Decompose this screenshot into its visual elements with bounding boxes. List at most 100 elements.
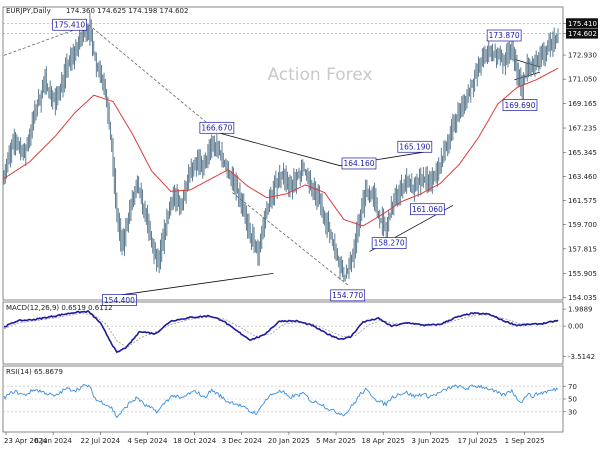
annotation-box [502, 99, 538, 111]
macd-signal-line [3, 312, 559, 349]
macd-y-tick-label: 1.9889 [568, 306, 593, 314]
price-y-tick-label: 171.050 [568, 76, 597, 84]
price-y-tick: 169.165 [563, 100, 597, 108]
price-annotation-8: 173.870 [486, 29, 522, 42]
annotation-label: 154.400 [104, 296, 135, 305]
annotation-label: 161.060 [412, 205, 443, 214]
annotation-label: 175.410 [54, 20, 85, 29]
price-y-tick: 167.235 [563, 125, 597, 133]
tag-bg [566, 311, 598, 320]
annotation-box [397, 140, 433, 153]
annotation-label: 173.870 [489, 31, 520, 40]
trendline-1 [216, 131, 341, 167]
price-y-tick-label: 163.460 [568, 173, 597, 181]
price-y-tick: 163.460 [563, 173, 597, 181]
macd-y-tick: 0.00 [563, 323, 584, 331]
x-tick-label: 1 Sep 2025 [505, 437, 545, 445]
x-tick-label: 22 Jul 2024 [80, 437, 120, 445]
price-grid [3, 22, 563, 34]
price-y-tick-label: 172.930 [568, 52, 597, 60]
x-tick-label: 23 Apr 2024 [4, 437, 48, 445]
x-tick: 18 Apr 2025 [362, 432, 405, 445]
annotation-label: 166.670 [201, 123, 232, 132]
macd-main-line [4, 310, 559, 354]
annotation-box [52, 18, 87, 31]
price-annotation-4: 154.770 [330, 289, 366, 302]
price-y-tick-label: 155.905 [568, 270, 597, 278]
x-tick-label: 3 Dec 2024 [222, 437, 263, 445]
rsi-label: RSI(14) 65.8679 [6, 368, 63, 376]
x-tick-label: 3 Jun 2025 [412, 437, 450, 445]
x-tick: 17 Jul 2025 [458, 432, 498, 445]
rsi-y-tick: 30 [563, 408, 577, 416]
price-annotation-5: 158.270 [371, 237, 407, 249]
price-tag-bg [566, 18, 598, 29]
price-annotations: 175.410 154.400 166.670 164.160 154.770 158.2… [52, 18, 538, 306]
rsi-y-tick: 70 [563, 383, 577, 391]
price-y-tick-label: 167.235 [568, 125, 597, 133]
macd-label: MACD(12,26,9) 0.6519 0.6112 [6, 304, 113, 312]
price-y-tick: 154.035 [563, 294, 597, 302]
annotation-box [330, 289, 366, 302]
price-y-tick-label: 175.410 [568, 20, 597, 28]
x-tick-label: 18 Oct 2024 [173, 437, 217, 445]
trendline-4 [88, 24, 218, 132]
price-y-tick: 161.575 [563, 197, 597, 205]
price-bars [3, 12, 559, 282]
rsi-grid [3, 385, 563, 413]
price-annotation-2: 166.670 [199, 121, 235, 134]
x-tick-label: 17 Jul 2025 [458, 437, 498, 445]
moving-average-line [3, 67, 559, 227]
price-y-tick-label: 174.602 [568, 30, 597, 38]
annotation-label: 169.690 [504, 101, 535, 110]
annotation-box [341, 157, 377, 170]
x-tick: 6 Jun 2024 [34, 432, 73, 445]
macd-y-tick-label: -3.5142 [568, 353, 595, 361]
rsi-y-tick-label: 50 [568, 396, 577, 404]
annotation-label: 165.190 [399, 142, 430, 151]
annotation-box [410, 203, 445, 216]
price-annotation-3: 164.160 [341, 157, 377, 170]
x-tick-label: 6 Jun 2024 [34, 437, 72, 445]
price-y-tick: 175.410 [563, 18, 598, 29]
rsi-line [3, 383, 559, 419]
x-tick: 18 Oct 2024 [173, 432, 217, 445]
annotation-box [486, 29, 522, 42]
rsi-y-tick-label: 70 [568, 383, 577, 391]
rsi-y-tick: 50 [563, 396, 577, 404]
macd-current-tag [566, 311, 598, 320]
price-y-tick: 174.602 [563, 28, 598, 39]
trendline-0 [119, 272, 274, 296]
x-tick: 3 Dec 2024 [222, 432, 263, 445]
price-y-tick-label: 169.165 [568, 100, 597, 108]
price-tag-bg [566, 28, 598, 39]
chart-header-symbol: EURJPY,Daily [6, 7, 51, 15]
annotation-box [371, 237, 407, 249]
macd-panel: 1.9889 0.00 -3.5142 MACD(12,26,9) 0.6519 0… [2, 301, 598, 365]
x-tick: 23 Apr 2024 [4, 432, 48, 445]
annotation-box [199, 121, 235, 134]
price-y-tick: 172.930 [563, 52, 597, 60]
rsi-panel: 70 50 30 RSI(14) 65.8679 [2, 365, 577, 433]
price-y-tick-label: 159.700 [568, 221, 597, 229]
price-y-tick-label: 165.345 [568, 149, 597, 157]
annotation-label: 154.770 [332, 291, 363, 300]
x-tick-label: 20 Jan 2025 [268, 437, 310, 445]
macd-y-tick: 1.9889 [563, 306, 593, 314]
x-tick-label: 5 Mar 2025 [316, 437, 356, 445]
price-annotation-9: 169.690 [502, 99, 538, 111]
x-tick: 5 Mar 2025 [316, 432, 356, 445]
macd-y-axis: 1.9889 0.00 -3.5142 [563, 306, 598, 361]
price-y-tick: 157.815 [563, 245, 597, 253]
price-y-tick-label: 154.035 [568, 294, 597, 302]
price-panel: Action Forex 175.410 154.400 166.670 164.16… [2, 6, 598, 306]
price-annotation-7: 161.060 [410, 203, 445, 216]
macd-y-tick-label: 0.00 [568, 323, 584, 331]
rsi-y-axis: 70 50 30 [563, 383, 577, 416]
price-y-tick: 159.700 [563, 221, 597, 229]
price-y-tick-label: 157.815 [568, 245, 597, 253]
x-tick: 20 Jan 2025 [268, 432, 310, 445]
annotation-label: 164.160 [343, 159, 374, 168]
